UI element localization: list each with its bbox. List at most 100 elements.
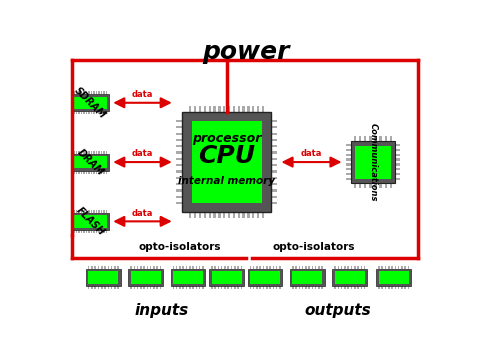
Bar <box>391 286 393 289</box>
Bar <box>189 106 192 112</box>
Bar <box>194 212 196 218</box>
Bar <box>106 230 107 233</box>
Bar <box>357 286 359 289</box>
Bar <box>242 106 245 112</box>
Bar <box>98 210 100 213</box>
Bar <box>91 286 93 289</box>
Bar <box>93 171 95 174</box>
Bar <box>101 230 103 233</box>
Bar <box>385 286 386 289</box>
Bar <box>83 230 85 233</box>
Text: SDRAM: SDRAM <box>73 85 108 120</box>
Bar <box>271 158 277 160</box>
Bar <box>208 212 211 218</box>
Bar <box>192 286 194 289</box>
Bar <box>147 266 148 269</box>
Bar <box>83 151 85 153</box>
Bar <box>117 286 119 289</box>
Bar <box>81 230 82 233</box>
Bar <box>302 266 303 269</box>
Bar <box>256 266 258 269</box>
Bar <box>335 271 365 284</box>
Bar <box>395 266 396 269</box>
Bar <box>334 286 336 289</box>
Bar <box>262 212 264 218</box>
Bar <box>73 210 75 213</box>
Bar <box>179 266 181 269</box>
Bar <box>381 266 383 269</box>
Text: internal memory: internal memory <box>178 176 275 186</box>
Bar <box>108 286 109 289</box>
Text: data: data <box>132 209 153 218</box>
Bar <box>73 151 75 153</box>
Bar <box>103 230 105 233</box>
Bar <box>137 266 138 269</box>
Bar <box>194 106 196 112</box>
Bar <box>76 111 77 114</box>
Bar <box>157 266 158 269</box>
Bar <box>91 210 92 213</box>
Bar <box>359 136 361 141</box>
Bar <box>88 266 90 269</box>
Bar <box>101 171 103 174</box>
Bar <box>262 266 264 269</box>
Bar <box>221 286 222 289</box>
Bar <box>271 164 277 166</box>
Text: FLASH: FLASH <box>74 205 106 237</box>
Bar <box>346 158 351 161</box>
Bar <box>273 286 274 289</box>
Bar <box>374 136 376 141</box>
Bar <box>172 286 174 289</box>
Bar <box>398 286 399 289</box>
Bar <box>385 183 387 188</box>
Bar <box>101 111 103 114</box>
Bar <box>130 286 132 289</box>
Bar <box>238 106 240 112</box>
Text: outputs: outputs <box>305 303 372 318</box>
Bar <box>98 266 99 269</box>
Bar <box>379 136 382 141</box>
Bar <box>344 286 346 289</box>
Bar <box>321 286 323 289</box>
Bar <box>228 286 229 289</box>
Bar <box>192 121 262 203</box>
Bar <box>160 286 161 289</box>
Bar <box>271 132 277 135</box>
Bar <box>78 230 80 233</box>
Text: data: data <box>132 90 153 99</box>
Bar <box>237 286 239 289</box>
Bar <box>86 230 87 233</box>
Bar <box>93 91 95 94</box>
Bar <box>247 106 250 112</box>
Bar <box>86 269 121 286</box>
Bar <box>81 111 82 114</box>
Text: processor: processor <box>192 132 262 146</box>
Bar <box>276 286 277 289</box>
Bar <box>171 269 205 286</box>
Bar <box>192 266 194 269</box>
Bar <box>252 212 254 218</box>
Bar <box>88 151 90 153</box>
Bar <box>271 196 277 198</box>
Bar <box>355 146 391 179</box>
Bar <box>351 266 352 269</box>
Bar <box>96 91 97 94</box>
Bar <box>176 202 182 204</box>
Bar <box>242 212 245 218</box>
Bar <box>98 230 100 233</box>
Bar <box>231 266 232 269</box>
Bar <box>106 210 107 213</box>
Text: opto-isolators: opto-isolators <box>273 242 355 252</box>
Bar <box>160 266 161 269</box>
Bar <box>88 111 90 114</box>
Bar <box>374 183 376 188</box>
Bar <box>228 212 230 218</box>
Bar <box>231 286 232 289</box>
Bar <box>88 286 90 289</box>
Bar <box>143 266 145 269</box>
Bar <box>338 286 339 289</box>
Bar <box>298 286 300 289</box>
Bar <box>218 106 220 112</box>
Bar <box>395 144 400 146</box>
Bar <box>266 266 268 269</box>
